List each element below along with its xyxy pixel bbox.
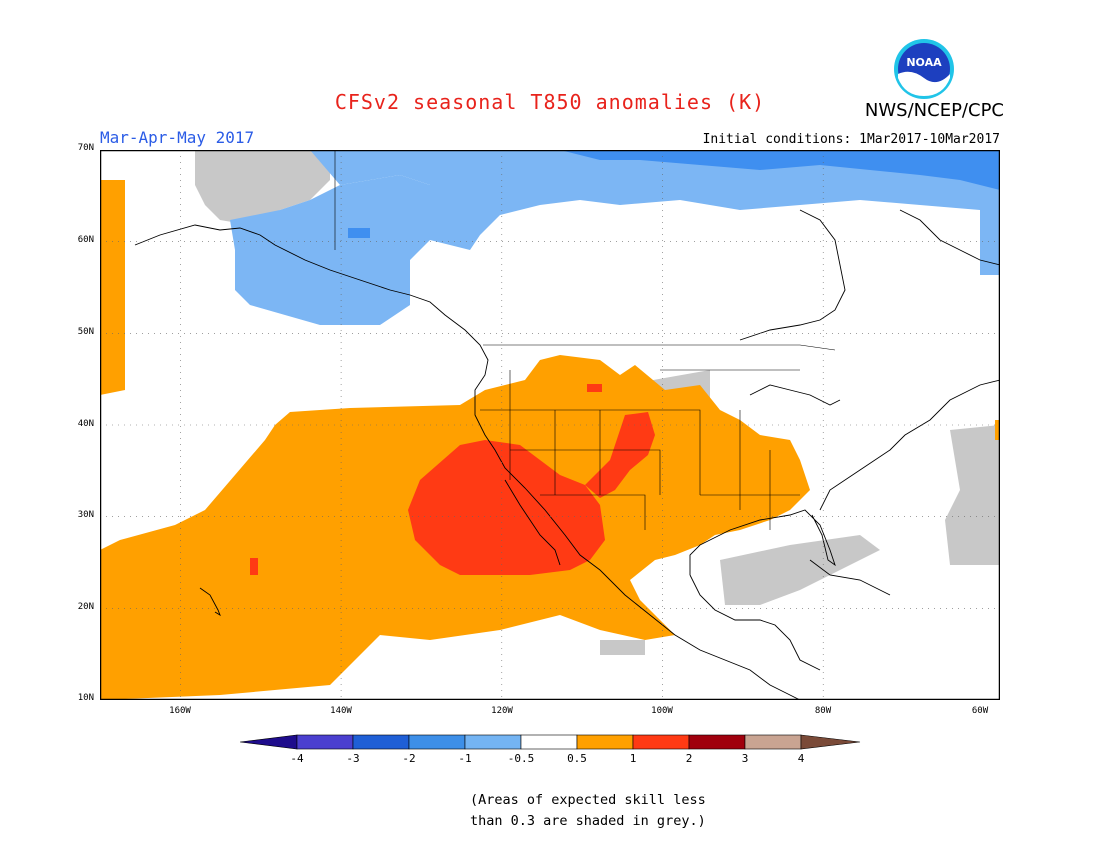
lat-label: 20N (77, 602, 94, 612)
colorbar-label: 2 (685, 752, 693, 765)
svg-text:NOAA: NOAA (906, 56, 942, 69)
colorbar-label: 0.5 (567, 752, 587, 765)
lat-label: 50N (77, 327, 94, 337)
lon-label: 160W (169, 706, 191, 716)
lon-label: 100W (651, 706, 673, 716)
map-title: CFSv2 seasonal T850 anomalies (K) (334, 90, 766, 114)
colorbar-label: -2 (402, 752, 416, 765)
colorbar-label: -0.5 (507, 752, 535, 765)
skill-note-line: than 0.3 are shaded in grey.) (470, 813, 706, 829)
agency-label: NWS/NCEP/CPC (864, 100, 1004, 121)
gridlines (100, 150, 1000, 700)
colorbar-label: 4 (797, 752, 805, 765)
initial-conditions-label: Initial conditions: 1Mar2017-10Mar2017 (702, 132, 1000, 147)
colorbar-label: 1 (629, 752, 637, 765)
skill-note-line: (Areas of expected skill less (470, 792, 706, 808)
lat-label: 10N (77, 693, 94, 703)
anomaly-map (100, 150, 1000, 700)
negative-anomaly-regions (230, 150, 1000, 325)
lat-label: 60N (77, 235, 94, 245)
colorbar-label: 3 (741, 752, 749, 765)
lat-label: 30N (77, 510, 94, 520)
colorbar-label: -4 (290, 752, 304, 765)
lat-label: 70N (77, 143, 94, 153)
lon-label: 80W (814, 706, 832, 716)
lat-label: 40N (77, 419, 94, 429)
lon-label: 120W (491, 706, 513, 716)
colorbar-label: -1 (458, 752, 472, 765)
skill-note: (Areas of expected skill less than 0.3 a… (470, 790, 706, 832)
lon-label: 60W (971, 706, 989, 716)
noaa-logo: NOAA (893, 38, 955, 100)
coastlines (134, 209, 1000, 700)
strong-positive-anomaly-regions (250, 384, 655, 575)
colorbar (240, 734, 861, 750)
lon-label: 140W (330, 706, 352, 716)
season-label: Mar-Apr-May 2017 (100, 128, 255, 147)
colorbar-label: -3 (346, 752, 360, 765)
